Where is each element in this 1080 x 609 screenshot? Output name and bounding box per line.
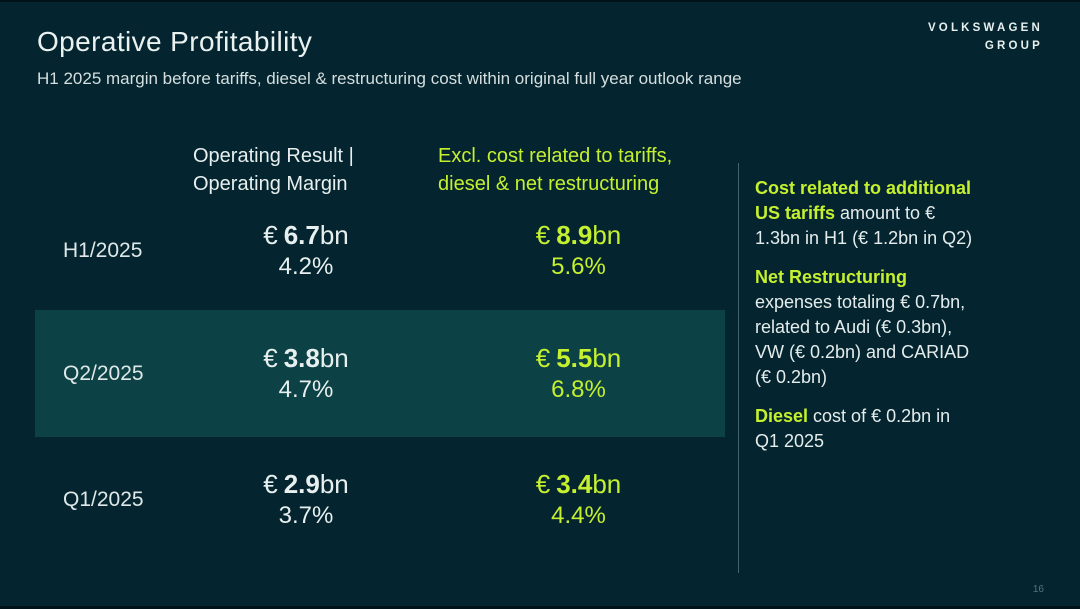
currency-symbol: € <box>263 220 278 250</box>
period-label: H1/2025 <box>63 239 143 262</box>
page-subtitle: H1 2025 margin before tariffs, diesel & … <box>37 69 742 88</box>
top-edge-strip <box>0 0 1080 2</box>
note-net-restructuring: Net Restructuring expenses totaling € 0.… <box>755 267 970 387</box>
notes-sidebar: Cost related to additional US tariffs am… <box>755 176 1045 468</box>
page-number: 16 <box>1032 584 1044 595</box>
operating-margin-value: 3.7% <box>278 501 334 529</box>
amount-unit: bn <box>592 342 622 373</box>
amount-unit: bn <box>319 468 349 499</box>
amount-value: 3.8 <box>283 342 320 373</box>
operating-result-value: €2.9bn <box>155 468 457 500</box>
amount-unit: bn <box>319 342 349 373</box>
currency-symbol: € <box>263 342 278 373</box>
excl-result-value: €3.4bn <box>457 468 700 500</box>
excl-cost-cell: €5.5bn 6.8% <box>457 310 725 437</box>
logo-line-volkswagen: VOLKSWAGEN <box>927 22 1043 34</box>
column-header-excl-line2: diesel & net restructuring <box>438 173 660 195</box>
page-title: Operative Profitability <box>37 26 313 57</box>
amount-unit: bn <box>319 220 349 250</box>
table-row-h1-2025: H1/2025 €6.7bn 4.2% €8.9bn 5.6% <box>35 205 725 297</box>
table-row-q2-2025-highlighted: Q2/2025 €3.8bn 4.7% €5.5bn 6.8% <box>35 310 725 437</box>
currency-symbol: € <box>535 220 551 250</box>
operating-result-cell: €2.9bn 3.7% <box>155 452 457 547</box>
profitability-table: Operating Result | Operating Margin Excl… <box>35 0 725 609</box>
amount-value: 8.9 <box>556 220 593 250</box>
excl-cost-cell: €8.9bn 5.6% <box>457 205 725 297</box>
column-header-operating-result: Operating Result | Operating Margin <box>193 142 354 198</box>
column-header-excl-cost: Excl. cost related to tariffs, diesel & … <box>438 142 672 198</box>
column-header-excl-line1: Excl. cost related to tariffs, <box>438 145 673 167</box>
amount-unit: bn <box>592 468 622 499</box>
excl-cost-cell: €3.4bn 4.4% <box>457 452 725 547</box>
amount-value: 3.4 <box>556 468 593 499</box>
period-label: Q1/2025 <box>63 487 144 511</box>
operating-result-cell: €6.7bn 4.2% <box>155 205 457 297</box>
operating-result-value: €3.8bn <box>155 342 457 374</box>
period-label: Q2/2025 <box>63 361 144 385</box>
amount-value: 5.5 <box>556 342 593 373</box>
excl-margin-value: 6.8% <box>551 375 606 403</box>
note-us-tariffs: Cost related to additional US tariffs am… <box>755 178 973 248</box>
table-row-q1-2025: Q1/2025 €2.9bn 3.7% €3.4bn 4.4% <box>35 452 725 547</box>
excl-result-value: €5.5bn <box>457 342 700 374</box>
operating-result-value: €6.7bn <box>155 219 457 251</box>
column-header-operating-line1: Operating Result | <box>193 145 354 167</box>
currency-symbol: € <box>535 342 551 373</box>
logo-line-group: GROUP <box>984 40 1043 52</box>
currency-symbol: € <box>263 468 278 499</box>
column-header-operating-line2: Operating Margin <box>193 173 348 195</box>
operating-margin-value: 4.7% <box>278 375 334 403</box>
amount-value: 2.9 <box>283 468 320 499</box>
operating-margin-value: 4.2% <box>278 253 334 280</box>
operating-result-cell: €3.8bn 4.7% <box>155 310 457 437</box>
currency-symbol: € <box>535 468 551 499</box>
vertical-divider <box>738 163 739 573</box>
amount-value: 6.7 <box>283 220 320 250</box>
excl-margin-value: 5.6% <box>551 253 606 280</box>
volkswagen-group-logo: VOLKSWAGEN GROUP <box>928 19 1043 55</box>
amount-unit: bn <box>592 220 622 250</box>
note-diesel: Diesel cost of € 0.2bn in Q1 2025 <box>755 406 951 451</box>
excl-margin-value: 4.4% <box>551 501 606 529</box>
bottom-edge-strip <box>0 606 1080 609</box>
excl-result-value: €8.9bn <box>457 219 700 251</box>
